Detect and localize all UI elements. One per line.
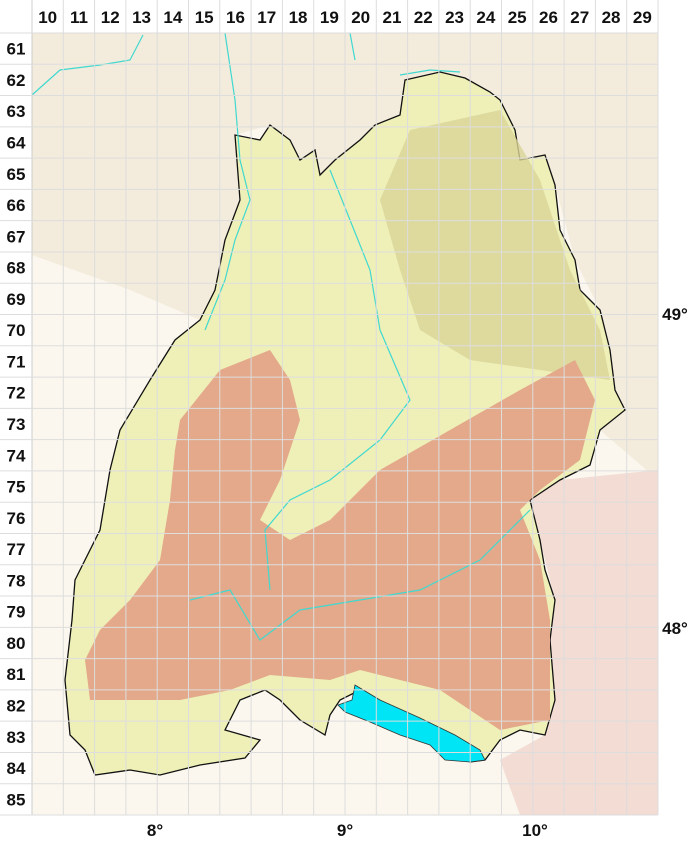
grid-labels: 10 11 12 13 14 15 16 17 18 19 20 21 22 23 24 25 26 27 28 29… [7, 8, 689, 840]
column-label: 24 [476, 8, 495, 27]
row-label: 70 [7, 321, 26, 340]
column-label: 10 [38, 8, 57, 27]
column-label: 11 [70, 8, 88, 27]
river-north [31, 34, 144, 96]
column-label: 19 [320, 8, 339, 27]
longitude-label: 10° [522, 821, 548, 840]
row-label: 73 [7, 415, 26, 434]
row-label: 74 [7, 446, 26, 465]
column-label: 23 [445, 8, 464, 27]
row-label: 68 [7, 259, 26, 278]
column-label: 16 [226, 8, 245, 27]
column-label: 13 [132, 8, 151, 27]
column-label: 18 [289, 8, 308, 27]
column-label: 14 [163, 8, 182, 27]
row-label: 65 [7, 165, 26, 184]
lake-constance [337, 684, 486, 763]
column-label: 20 [351, 8, 370, 27]
row-label: 64 [7, 133, 26, 152]
row-label: 79 [7, 603, 26, 622]
row-label: 67 [7, 227, 26, 246]
column-label: 12 [101, 8, 120, 27]
row-label: 72 [7, 384, 26, 403]
row-label: 81 [7, 665, 26, 684]
row-label: 69 [7, 290, 26, 309]
row-label: 63 [7, 102, 26, 121]
column-label: 15 [195, 8, 214, 27]
longitude-label: 9° [337, 821, 353, 840]
outside-region-east [500, 470, 658, 815]
upland-region [380, 110, 610, 380]
row-label: 85 [7, 790, 26, 809]
row-label: 75 [7, 478, 26, 497]
latitude-label: 48° [662, 619, 688, 638]
row-label: 77 [7, 540, 26, 559]
row-label: 83 [7, 728, 26, 747]
column-label: 28 [602, 8, 621, 27]
column-label: 29 [633, 8, 652, 27]
column-label: 26 [539, 8, 558, 27]
river-neckar [264, 169, 411, 591]
row-label: 84 [7, 759, 26, 778]
river-main [349, 32, 461, 76]
longitude-label: 8° [147, 821, 163, 840]
column-label: 25 [508, 8, 527, 27]
row-label: 78 [7, 571, 26, 590]
row-label: 71 [7, 352, 26, 371]
row-label: 61 [7, 40, 26, 59]
column-label: 17 [257, 8, 276, 27]
column-label: 27 [570, 8, 589, 27]
grid-lines [0, 0, 659, 816]
row-label: 66 [7, 196, 26, 215]
row-label: 82 [7, 697, 26, 716]
column-label: 22 [414, 8, 433, 27]
river-rhine [204, 32, 251, 331]
column-label: 21 [382, 8, 401, 27]
row-label: 62 [7, 71, 26, 90]
highland-region [85, 350, 595, 730]
row-label: 76 [7, 509, 26, 528]
latitude-label: 49° [662, 305, 688, 324]
row-label: 80 [7, 634, 26, 653]
